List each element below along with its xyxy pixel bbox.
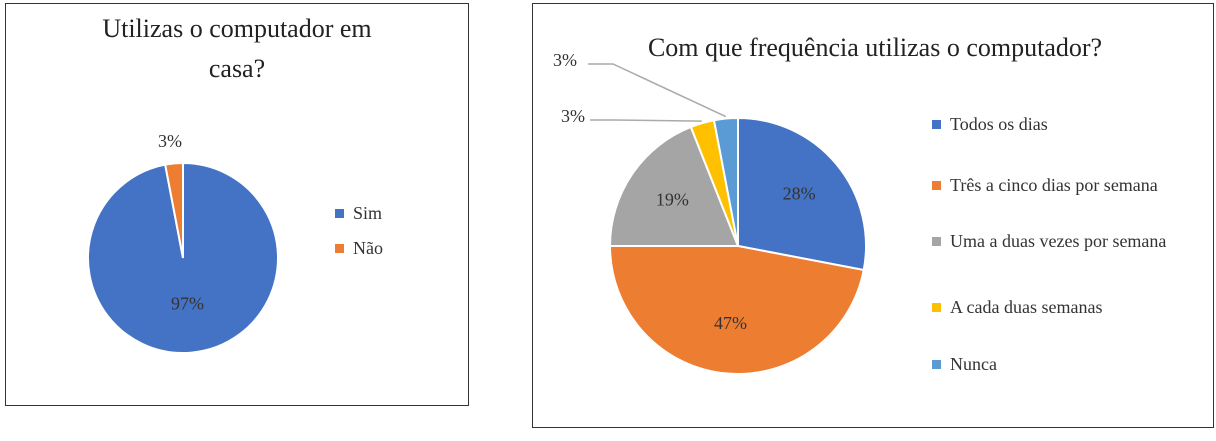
data-label: 28%	[783, 184, 816, 204]
legend-swatch	[335, 209, 344, 218]
chart-title: Utilizas o computador em casa?	[102, 14, 372, 83]
data-label: 3%	[561, 106, 585, 126]
pie-slice	[164, 161, 184, 259]
legend-swatch	[932, 120, 941, 129]
data-label: 19%	[656, 190, 689, 210]
legend-entry: Sim	[335, 202, 473, 225]
data-label: 3%	[158, 131, 182, 151]
legend-entry: Nunca	[932, 353, 1200, 376]
leader-line	[590, 119, 702, 122]
pie-slice	[608, 245, 865, 375]
legend-swatch	[932, 181, 941, 190]
pie-slice	[608, 125, 740, 247]
legend-swatch	[932, 303, 941, 312]
legend-swatch	[335, 244, 344, 253]
legend-entry: Não	[335, 237, 473, 260]
data-label: 3%	[553, 50, 577, 70]
chart-title: Com que frequência utilizas o computador…	[647, 33, 1103, 62]
legend-entry: Uma a duas vezes por semana	[932, 230, 1200, 253]
legend-entry: Três a cinco dias por semana	[932, 174, 1200, 197]
pie-slice	[737, 116, 867, 272]
data-label: 47%	[714, 313, 747, 333]
legend-swatch	[932, 237, 941, 246]
legend-entry: A cada duas semanas	[932, 296, 1200, 319]
pie-slice	[712, 116, 739, 247]
data-label: 97%	[171, 293, 204, 313]
legend-swatch	[932, 360, 941, 369]
leader-line	[588, 63, 727, 118]
legend-entry: Todos os dias	[932, 113, 1200, 136]
